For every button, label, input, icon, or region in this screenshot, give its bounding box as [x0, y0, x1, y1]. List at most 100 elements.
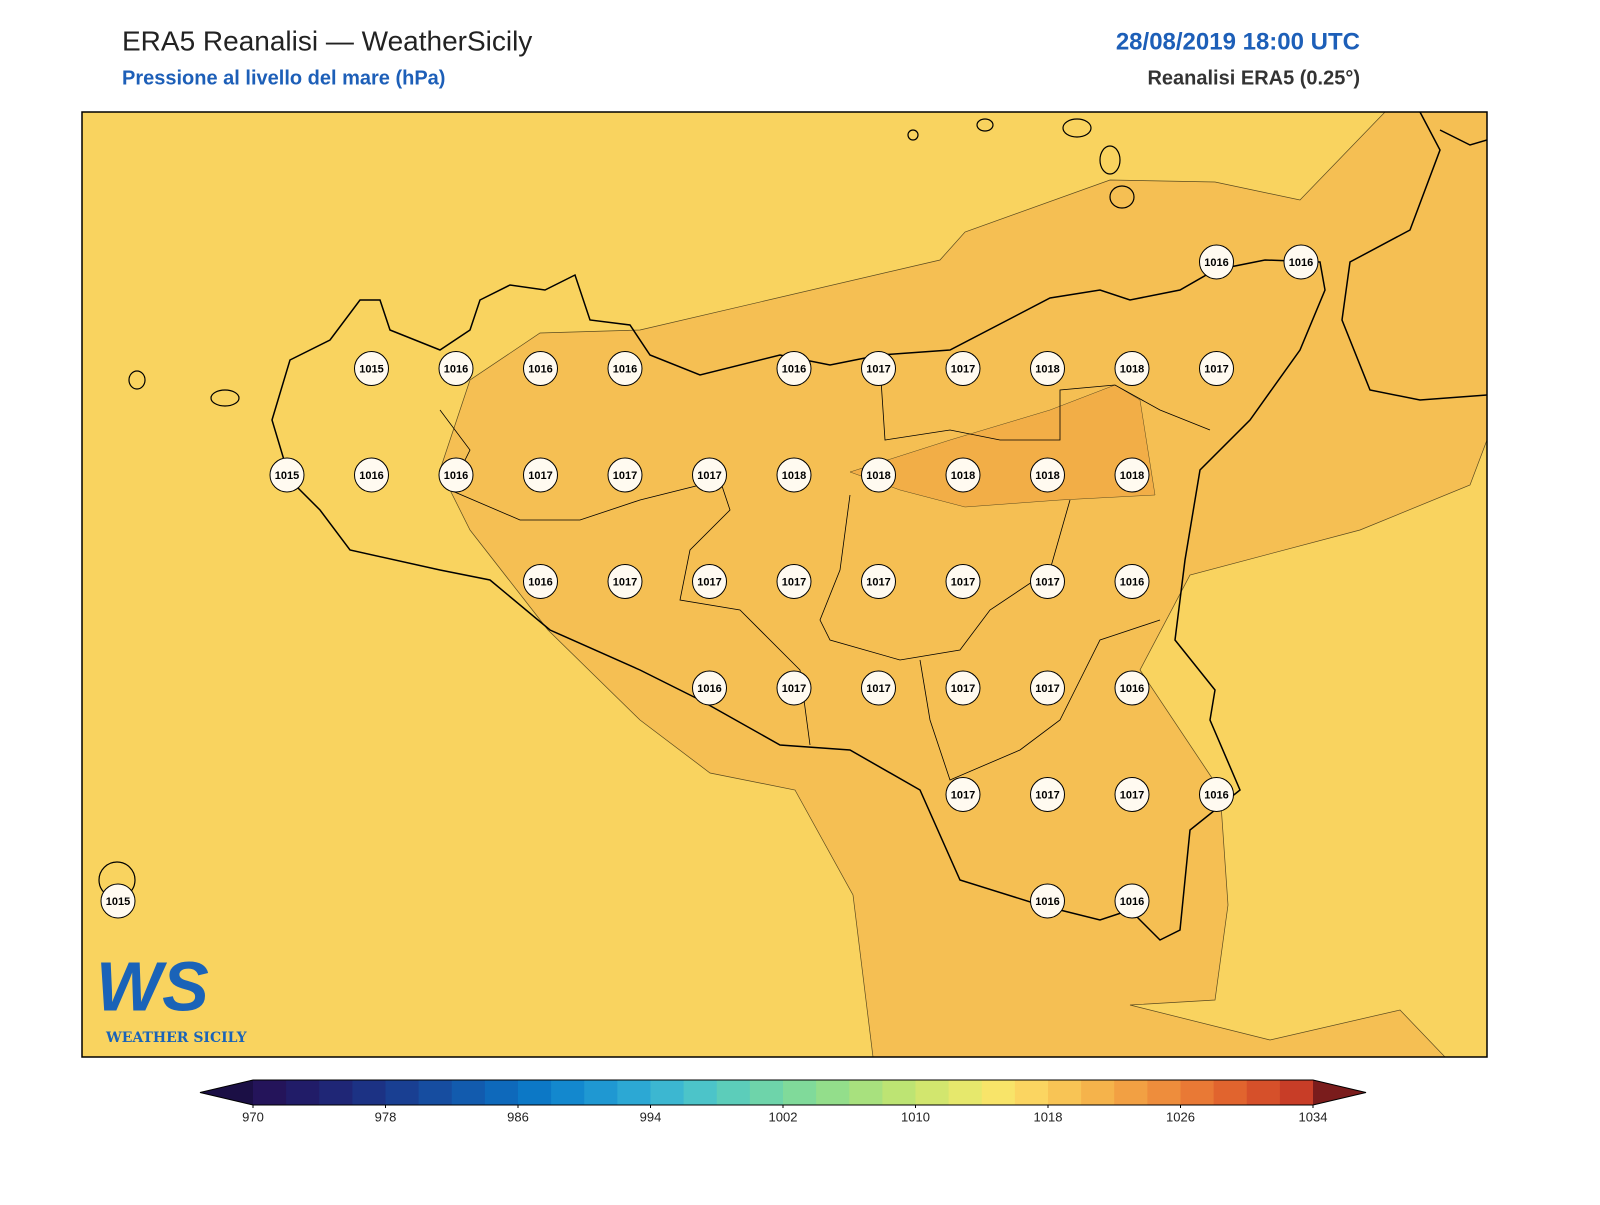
colorbar-bin	[1081, 1080, 1115, 1105]
station-value: 1018	[1120, 470, 1144, 482]
station-value: 1017	[782, 683, 806, 695]
colorbar-bin	[816, 1080, 850, 1105]
colorbar-tick-label: 970	[242, 1109, 264, 1124]
station-value: 1017	[613, 470, 637, 482]
station-value: 1016	[444, 363, 468, 375]
station-marker	[1030, 351, 1065, 386]
colorbar-bin	[882, 1080, 916, 1105]
station-value: 1017	[951, 576, 975, 588]
station-value: 1015	[106, 896, 130, 908]
colorbar-bin	[418, 1080, 453, 1105]
datetime: 28/08/2019 18:00 UTC	[1116, 28, 1360, 55]
station-marker	[1114, 351, 1150, 386]
colorbar-bin	[981, 1080, 1016, 1105]
station-marker	[1030, 777, 1065, 812]
station-value: 1017	[1035, 683, 1059, 695]
colorbar-tick-label: 986	[507, 1109, 529, 1124]
station-marker	[945, 777, 981, 812]
station-value: 1017	[528, 470, 552, 482]
station-value: 1017	[1120, 789, 1144, 801]
colorbar-bin	[385, 1080, 420, 1105]
station-marker	[1114, 777, 1150, 812]
station-marker	[523, 564, 558, 599]
station-value: 1018	[1035, 363, 1059, 375]
station-marker	[1030, 457, 1065, 493]
colorbar-tick-label: 1002	[769, 1109, 798, 1124]
colorbar-bin	[749, 1080, 784, 1105]
colorbar-bin	[948, 1080, 983, 1105]
station-value: 1016	[1120, 576, 1144, 588]
colorbar-bin	[484, 1080, 519, 1105]
station-value: 1017	[866, 683, 890, 695]
station-marker	[945, 564, 981, 599]
coastline-calabria	[1341, 112, 1487, 401]
map: 1016 1016 1015 1016 1016 1016 1016 1017 1017 1018…	[81, 111, 1488, 1058]
colorbar-bin	[1014, 1080, 1049, 1105]
station-marker	[100, 883, 136, 919]
colorbar-bin	[518, 1080, 552, 1105]
station-value: 1018	[951, 470, 975, 482]
station-marker	[776, 457, 812, 493]
station-marker	[607, 457, 643, 493]
coastline-calabria-east	[1439, 129, 1487, 146]
station-marker	[861, 457, 896, 493]
station-marker	[1030, 564, 1065, 599]
station-marker	[861, 351, 896, 386]
station-marker	[354, 457, 389, 493]
colorbar-tick-label: 1010	[901, 1109, 930, 1124]
station-value: 1016	[1204, 257, 1228, 269]
colorbar-bin	[253, 1080, 287, 1105]
station-value: 1016	[1289, 257, 1313, 269]
station-value: 1017	[697, 576, 721, 588]
station-value: 1016	[1204, 789, 1228, 801]
station-marker	[1114, 457, 1150, 493]
colorbar: 970 978 986 994 1002 1010 1018 1026 1034	[199, 1079, 1367, 1124]
station-value: 1017	[1035, 789, 1059, 801]
logo-mark: WS	[96, 947, 209, 1025]
station-value: 1017	[782, 576, 806, 588]
station-value: 1017	[951, 789, 975, 801]
colorbar-bin	[1147, 1080, 1181, 1105]
station-value: 1017	[866, 363, 890, 375]
station-value: 1017	[951, 363, 975, 375]
colorbar-bin	[1180, 1080, 1215, 1105]
station-marker	[692, 564, 727, 599]
coastline-sicily	[271, 259, 1326, 941]
station-marker	[776, 670, 812, 706]
station-marker	[1199, 777, 1234, 812]
colorbar-bin	[551, 1080, 585, 1105]
colorbar-bin	[683, 1080, 718, 1105]
station-value: 1017	[1035, 576, 1059, 588]
station-marker	[945, 457, 981, 493]
colorbar-bin	[1213, 1080, 1248, 1105]
station-marker	[1114, 883, 1150, 919]
colorbar-bin	[783, 1080, 817, 1105]
station-marker	[1114, 670, 1150, 706]
station-value: 1016	[1120, 683, 1144, 695]
station-marker	[607, 351, 643, 386]
colorbar-bin	[915, 1080, 950, 1105]
station-marker	[776, 351, 812, 386]
colorbar-tick-label: 1018	[1034, 1109, 1063, 1124]
colorbar-bin	[1246, 1080, 1281, 1105]
station-marker	[438, 351, 474, 386]
subtitle: Pressione al livello del mare (hPa)	[122, 67, 445, 89]
station-value: 1018	[1120, 363, 1144, 375]
station-value: 1018	[782, 470, 806, 482]
station-marker	[354, 351, 389, 386]
station-value: 1016	[1035, 896, 1059, 908]
colorbar-bin	[1279, 1080, 1314, 1105]
colorbar-bin	[716, 1080, 751, 1105]
station-value: 1016	[1120, 896, 1144, 908]
station-marker	[1030, 883, 1065, 919]
station-value: 1017	[697, 470, 721, 482]
colorbar-bin	[650, 1080, 685, 1105]
station-marker	[861, 564, 896, 599]
colorbar-tick-label: 994	[640, 1109, 662, 1124]
station-value: 1015	[359, 363, 383, 375]
station-value: 1016	[697, 683, 721, 695]
station-marker	[1199, 351, 1234, 386]
colorbar-under	[200, 1080, 253, 1105]
